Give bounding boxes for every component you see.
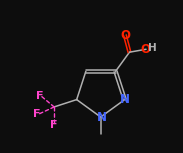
Text: H: H — [148, 43, 157, 53]
Text: F: F — [36, 91, 44, 101]
Text: F: F — [33, 109, 41, 119]
Text: N: N — [120, 93, 130, 106]
Text: O: O — [120, 29, 130, 42]
Text: N: N — [96, 111, 107, 123]
Text: F: F — [50, 120, 57, 130]
Text: O: O — [140, 43, 150, 56]
